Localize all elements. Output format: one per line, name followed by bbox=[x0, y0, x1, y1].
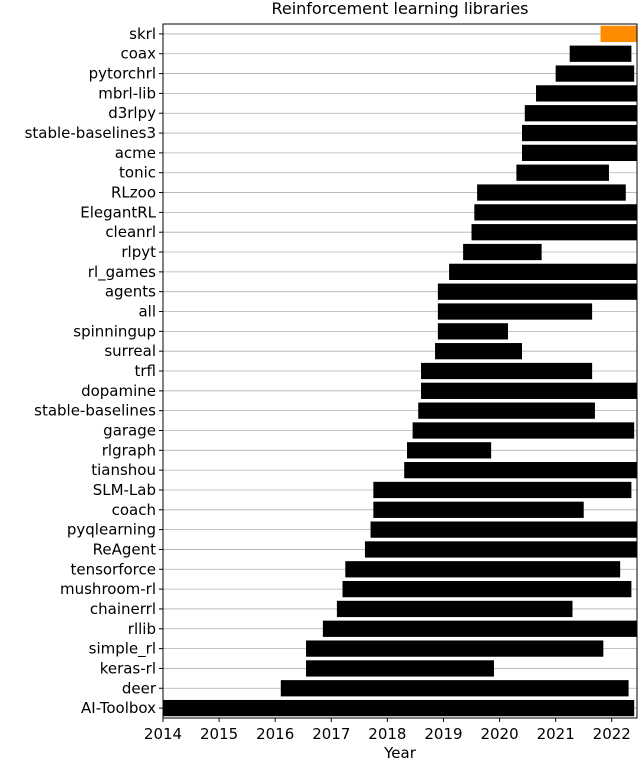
bar-stable-baselines3 bbox=[522, 124, 637, 142]
bar-SLM-Lab bbox=[373, 481, 632, 499]
y-tick-label: tianshou bbox=[91, 461, 156, 479]
bar-rllib bbox=[322, 620, 637, 637]
y-tick-label: pytorchrl bbox=[89, 65, 156, 83]
y-tick-label: tensorforce bbox=[70, 560, 156, 578]
y-tick-label: d3rlpy bbox=[108, 104, 156, 122]
bar-garage bbox=[412, 422, 635, 439]
x-tick-label: 2014 bbox=[144, 725, 182, 743]
bar-ReAgent bbox=[364, 541, 637, 558]
y-tick-label: simple_rl bbox=[89, 640, 156, 659]
y-tick-label: spinningup bbox=[73, 322, 156, 340]
bar-rlgraph bbox=[407, 442, 492, 459]
y-tick-label: mbrl-lib bbox=[98, 84, 156, 102]
y-tick-label: SLM-Lab bbox=[93, 481, 156, 499]
bar-simple_rl bbox=[306, 640, 604, 657]
bar-spinningup bbox=[437, 323, 508, 340]
y-tick-label: ElegantRL bbox=[80, 203, 156, 221]
y-tick-label: rl_games bbox=[88, 263, 156, 282]
bar-dopamine bbox=[421, 382, 637, 399]
bar-skrl bbox=[600, 25, 637, 43]
y-tick-label: keras-rl bbox=[100, 659, 156, 677]
y-tick-label: AI-Toolbox bbox=[81, 699, 156, 717]
y-tick-label: tonic bbox=[119, 164, 156, 182]
y-tick-label: stable-baselines bbox=[34, 402, 156, 420]
bar-stable-baselines bbox=[418, 402, 595, 419]
bar-rlpyt bbox=[463, 243, 542, 261]
y-tick-label: garage bbox=[103, 421, 156, 439]
x-axis-label: Year bbox=[383, 744, 417, 762]
x-tick-label: 2020 bbox=[480, 725, 518, 743]
bar-tianshou bbox=[404, 462, 637, 479]
bar-ElegantRL bbox=[474, 204, 637, 221]
y-tick-label: coax bbox=[121, 45, 157, 63]
x-tick-label: 2021 bbox=[537, 725, 575, 743]
bar-acme bbox=[522, 144, 637, 162]
bar-tonic bbox=[516, 164, 609, 181]
y-tick-label: mushroom-rl bbox=[60, 580, 156, 598]
x-tick-label: 2018 bbox=[368, 725, 406, 743]
bar-mbrl-lib bbox=[536, 85, 637, 102]
y-tick-label: dopamine bbox=[81, 382, 156, 400]
y-tick-label: acme bbox=[115, 144, 156, 162]
y-tick-label: RLzoo bbox=[111, 184, 156, 202]
y-tick-label: ReAgent bbox=[93, 540, 156, 558]
y-tick-label: rlpyt bbox=[121, 243, 156, 261]
bar-agents bbox=[437, 283, 637, 300]
y-tick-label: chainerrl bbox=[90, 600, 156, 618]
bar-RLzoo bbox=[477, 184, 626, 201]
x-tick-label: 2017 bbox=[312, 725, 350, 743]
y-tick-label: stable-baselines3 bbox=[25, 124, 156, 142]
x-tick-label: 2022 bbox=[593, 725, 631, 743]
x-tick-labels: 2014 2015 2016 2017 2018 2019 2020 2021 2022 bbox=[144, 718, 631, 743]
y-tick-label: skrl bbox=[129, 25, 156, 43]
chart-title: Reinforcement learning libraries bbox=[271, 0, 528, 18]
x-tick-label: 2015 bbox=[200, 725, 238, 743]
bar-tensorforce bbox=[345, 561, 621, 578]
y-tick-label: all bbox=[138, 303, 156, 321]
y-tick-label: coach bbox=[112, 501, 156, 519]
y-tick-label: agents bbox=[105, 283, 156, 301]
bar-chainerrl bbox=[336, 600, 573, 618]
bar-coax bbox=[569, 45, 632, 62]
bar-pyqlearning bbox=[370, 521, 637, 538]
bar-trfl bbox=[421, 362, 593, 380]
bars bbox=[163, 25, 637, 717]
y-tick-label: deer bbox=[122, 679, 157, 697]
bar-pytorchrl bbox=[555, 65, 635, 82]
bar-deer bbox=[280, 680, 629, 697]
y-tick-label: rllib bbox=[128, 620, 156, 638]
bar-d3rlpy bbox=[524, 105, 637, 122]
bar-AI-Toolbox bbox=[163, 699, 635, 717]
bar-cleanrl bbox=[471, 224, 637, 241]
bar-surreal bbox=[435, 343, 523, 360]
y-tick-label: trfl bbox=[135, 362, 157, 380]
y-tick-label: pyqlearning bbox=[67, 521, 156, 539]
plot-frame bbox=[162, 23, 638, 719]
bar-keras-rl bbox=[306, 660, 494, 677]
bar-coach bbox=[373, 501, 584, 518]
bar-mushroom-rl bbox=[342, 580, 632, 598]
x-tick-label: 2016 bbox=[256, 725, 294, 743]
bar-rl_games bbox=[449, 263, 637, 280]
y-tick-label: rlgraph bbox=[102, 441, 156, 459]
bar-all bbox=[437, 303, 593, 320]
y-tick-label: surreal bbox=[104, 342, 156, 360]
x-tick-label: 2019 bbox=[424, 725, 462, 743]
y-tick-label: cleanrl bbox=[105, 223, 156, 241]
